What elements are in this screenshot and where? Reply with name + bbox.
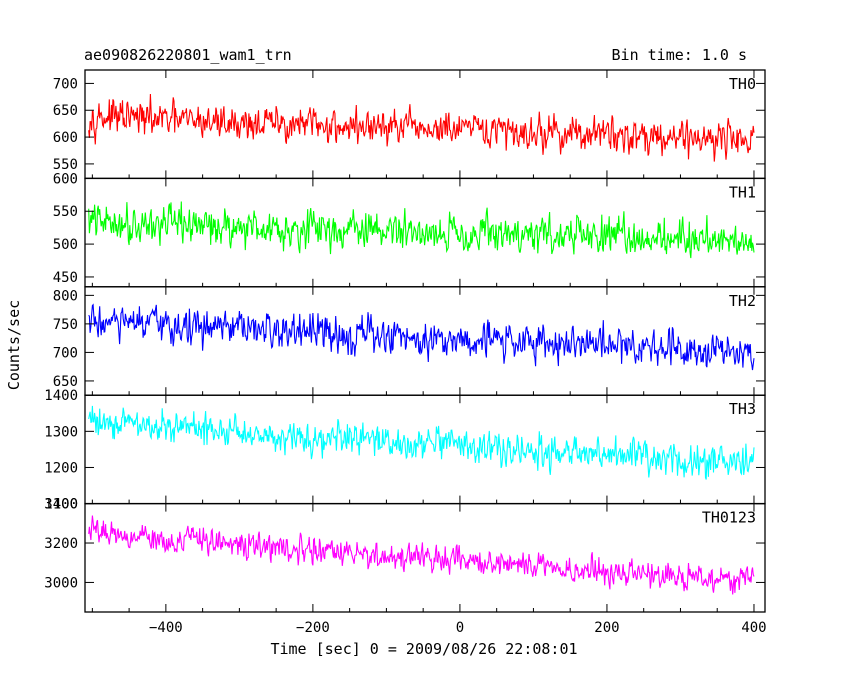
panel-th1: 450 500 550 600 TH1 bbox=[53, 171, 766, 288]
x-tick-label: 400 bbox=[741, 620, 766, 636]
panel-name-label: TH3 bbox=[729, 400, 756, 418]
bin-time-label: Bin time: 1.0 s bbox=[612, 46, 747, 64]
y-tick-label: 3000 bbox=[44, 575, 78, 591]
y-tick-label: 3200 bbox=[44, 536, 78, 552]
panel-th3: 1100 1200 1300 1400 TH3 bbox=[44, 388, 766, 513]
panel-name-label: TH2 bbox=[729, 292, 756, 310]
y-tick-label: 1200 bbox=[44, 460, 78, 476]
x-tick-label: 200 bbox=[594, 620, 619, 636]
y-tick-label: 450 bbox=[53, 270, 78, 286]
y-tick-label: 550 bbox=[53, 157, 78, 173]
y-tick-label: 800 bbox=[53, 288, 78, 304]
y-tick-label: 1300 bbox=[44, 424, 78, 440]
y-tick-label: 1100 bbox=[44, 497, 78, 513]
y-tick-label: 600 bbox=[53, 130, 78, 146]
series-th2-line bbox=[88, 303, 755, 371]
y-tick-label: 3400 bbox=[44, 497, 78, 513]
chart-title: ae090826220801_wam1_trn bbox=[84, 46, 292, 64]
panel-frame bbox=[84, 177, 766, 288]
series-th1-line bbox=[88, 201, 755, 259]
y-tick-label: 650 bbox=[53, 103, 78, 119]
y-tick-label: 600 bbox=[53, 171, 78, 187]
x-tick-label: −400 bbox=[149, 620, 183, 636]
y-tick-label: 700 bbox=[53, 345, 78, 361]
y-tick-label: 750 bbox=[53, 317, 78, 333]
series-th0-line bbox=[88, 93, 755, 162]
panel-th2: 650 700 750 800 TH2 bbox=[53, 286, 766, 396]
panel-name-label: TH1 bbox=[729, 183, 756, 201]
y-tick-label: 1400 bbox=[44, 388, 78, 404]
y-tick-label: 700 bbox=[53, 76, 78, 92]
panel-name-label: TH0123 bbox=[702, 509, 756, 527]
panel-th0: 550 600 650 700 TH0 bbox=[53, 69, 766, 180]
x-tick-label: 0 bbox=[456, 620, 464, 636]
y-tick-label: 650 bbox=[53, 374, 78, 390]
panel-frame bbox=[84, 69, 766, 180]
x-axis-label: Time [sec] 0 = 2009/08/26 22:08:01 bbox=[270, 640, 577, 658]
panel-frame bbox=[84, 502, 766, 613]
y-axis-label: Counts/sec bbox=[5, 300, 23, 390]
panel-name-label: TH0 bbox=[729, 75, 756, 93]
series-th0123-line bbox=[88, 515, 755, 595]
y-tick-label: 550 bbox=[53, 204, 78, 220]
x-tick-label: −200 bbox=[296, 620, 330, 636]
series-th3-line bbox=[88, 405, 755, 480]
y-tick-label: 500 bbox=[53, 237, 78, 253]
panel-th0123: 3000 3200 3400 TH0123 bbox=[44, 497, 766, 613]
